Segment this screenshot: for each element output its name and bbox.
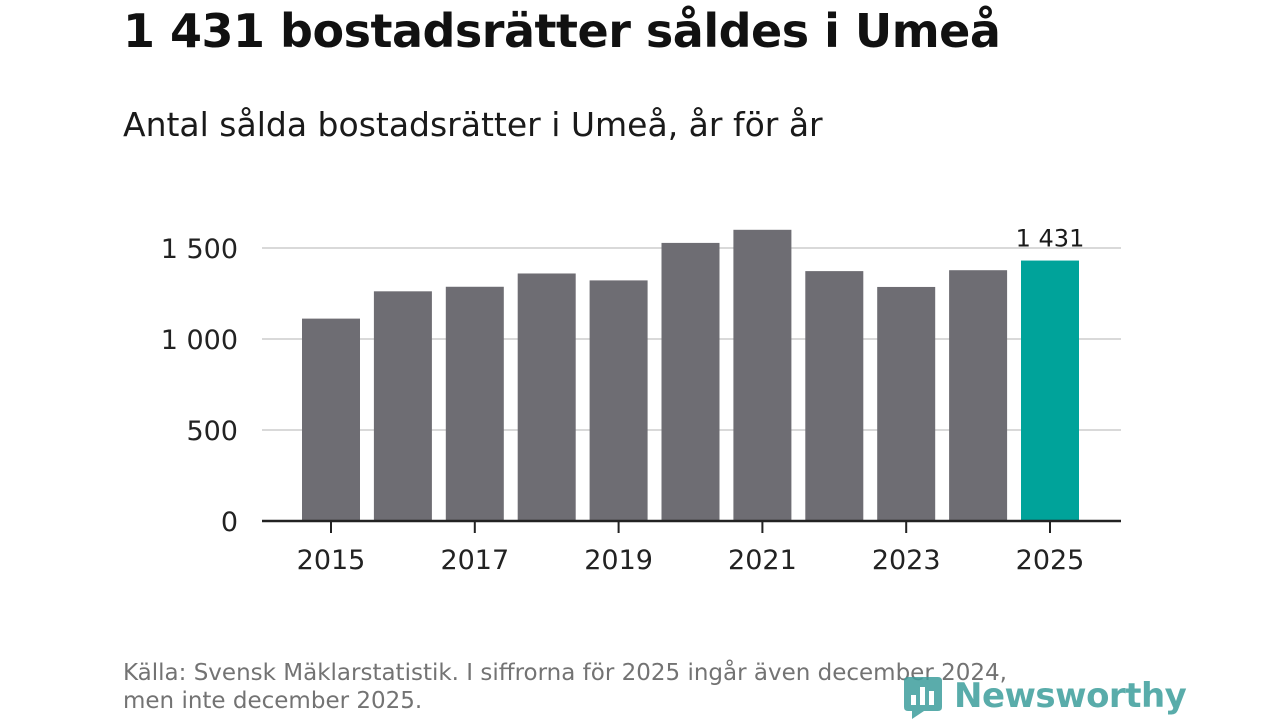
bar-2020 — [661, 242, 720, 522]
y-tick-label: 1 500 — [161, 234, 238, 265]
bar-2015 — [302, 318, 360, 521]
x-axis-tick-labels: 2015 2017 2019 2021 2023 2025 — [297, 521, 1085, 576]
bar-2022 — [805, 271, 864, 521]
brand-name: Newsworthy — [954, 676, 1187, 716]
bar-2023 — [877, 286, 936, 521]
bar-2016 — [373, 291, 432, 521]
data-label-2025: 1 431 — [1016, 225, 1085, 253]
y-tick-label: 500 — [186, 416, 238, 447]
x-tick-label: 2025 — [1016, 545, 1085, 576]
data-labels: 1 431 — [1016, 225, 1085, 253]
bar-chart-icon — [904, 677, 942, 719]
chart-subtitle: Antal sålda bostadsrätter i Umeå, år för… — [123, 105, 823, 144]
source-note: Källa: Svensk Mäklarstatistik. I siffror… — [123, 660, 1123, 715]
y-tick-label: 0 — [221, 507, 238, 538]
x-tick-label: 2015 — [297, 545, 366, 576]
x-tick-label: 2019 — [584, 545, 653, 576]
bars — [302, 229, 1079, 522]
bar-2019 — [589, 280, 648, 521]
y-tick-label: 1 000 — [161, 325, 238, 356]
bar-2021 — [733, 229, 792, 522]
bar-2018 — [517, 273, 576, 521]
bar-2025 — [1021, 260, 1079, 521]
brand-logo: Newsworthy — [902, 672, 1187, 720]
x-tick-label: 2017 — [440, 545, 509, 576]
y-axis-tick-labels: 0 500 1 000 1 500 — [161, 234, 238, 538]
x-tick-label: 2021 — [728, 545, 797, 576]
source-note-line-1: Källa: Svensk Mäklarstatistik. I siffror… — [123, 660, 1007, 686]
chart-title: 1 431 bostadsrätter såldes i Umeå — [123, 4, 1001, 58]
bar-2017 — [445, 286, 504, 521]
source-note-line-2: men inte december 2025. — [123, 687, 423, 714]
bar-2024 — [949, 270, 1008, 521]
x-tick-label: 2023 — [872, 545, 941, 576]
